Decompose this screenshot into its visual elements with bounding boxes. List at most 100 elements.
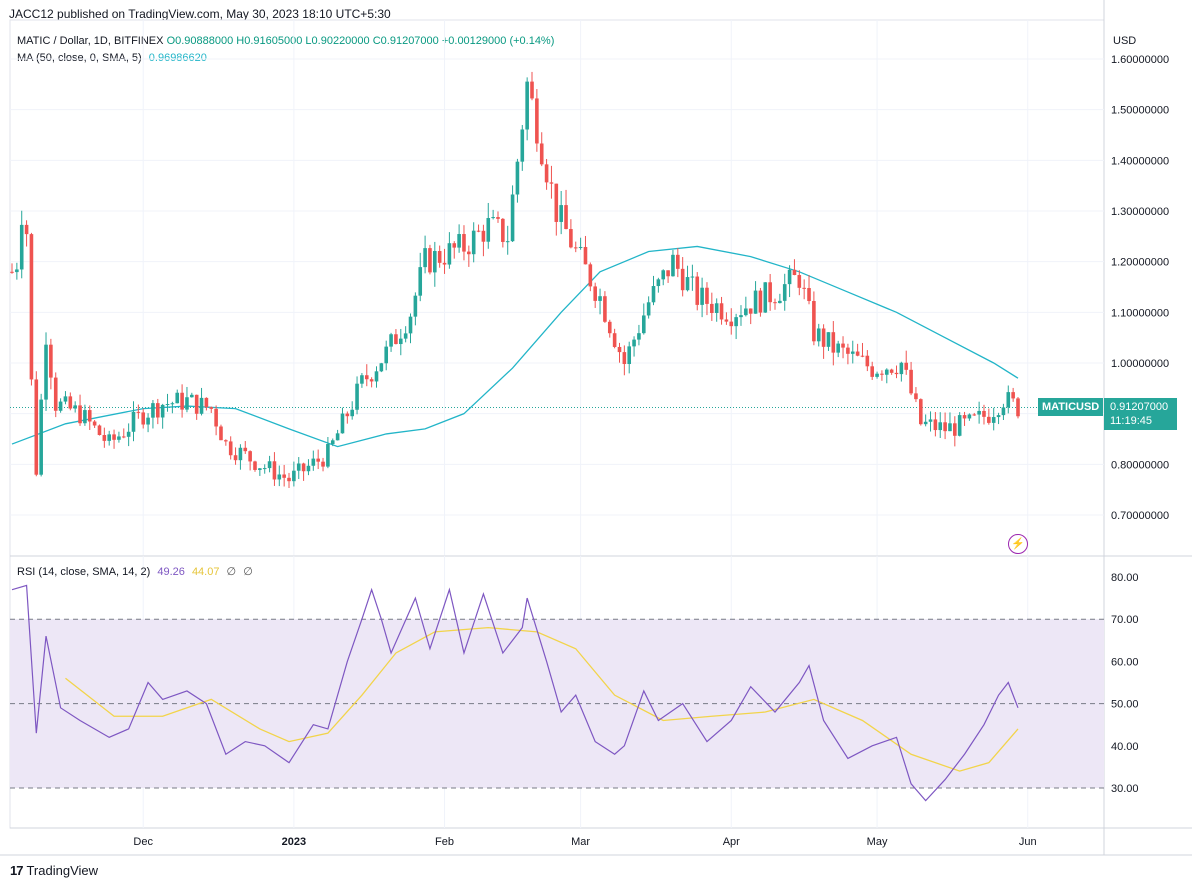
footer-brand[interactable]: 17 TradingView [10, 863, 98, 878]
candle-body [802, 287, 806, 289]
candle-body [1001, 407, 1006, 416]
candle-body [364, 375, 369, 380]
price-axis-label: 1.40000000 [1111, 155, 1169, 167]
candle-body [782, 284, 787, 301]
candle-body [175, 392, 180, 404]
last-price: 0.91207000 [1110, 401, 1169, 413]
brand-name: TradingView [26, 863, 99, 878]
candle-body [34, 379, 39, 475]
candle-body [248, 451, 252, 462]
rsi-ma-line [65, 626, 1019, 772]
candle-body [321, 461, 325, 467]
candle-body [10, 271, 14, 273]
candle-body [326, 444, 330, 467]
candle-body [185, 397, 189, 410]
candle-body [209, 407, 214, 409]
candle-body [457, 234, 461, 248]
candle-body [136, 411, 141, 413]
candle-body [617, 346, 622, 353]
candle-body [953, 423, 957, 436]
rsi-axis-label: 60.00 [1111, 656, 1139, 668]
time-axis-label: 2023 [282, 836, 306, 848]
candle-body [452, 243, 457, 248]
candle-body [78, 405, 82, 424]
candle-body [481, 230, 486, 242]
candle-body [233, 455, 238, 461]
candle-body [360, 375, 364, 384]
candle-body [369, 379, 374, 382]
price-axis-label: 1.00000000 [1111, 358, 1169, 370]
candle-body [962, 415, 967, 419]
rsi-label: RSI (14, close, SMA, 14, 2) [17, 566, 151, 578]
candle-body [462, 234, 466, 252]
candle-body [1006, 392, 1011, 408]
candle-body [486, 218, 491, 242]
candle-body [44, 344, 48, 400]
candle-body [501, 218, 505, 242]
candle-body [170, 403, 175, 405]
change-value: +0.00129000 (+0.14%) [441, 35, 555, 47]
candle-body [316, 458, 320, 462]
candle-body [467, 251, 471, 255]
candle-body [666, 270, 670, 277]
candle-body [987, 416, 991, 423]
candle-body [228, 441, 233, 456]
candle-body [97, 425, 102, 436]
candle-body [243, 447, 248, 452]
candle-body [292, 470, 296, 482]
candle-body [860, 355, 865, 357]
price-axis-label: 1.50000000 [1111, 105, 1169, 117]
tradingview-logo-icon: 17 [10, 863, 24, 878]
candle-body [301, 463, 306, 472]
candle-body [884, 369, 889, 375]
candle-body [714, 303, 719, 313]
candle-body [612, 333, 617, 347]
candle-body [622, 352, 627, 365]
price-axis-label: 0.70000000 [1111, 510, 1169, 522]
candle-body [656, 279, 661, 287]
candle-body [160, 404, 165, 418]
candle-body [219, 426, 223, 441]
candle-body [627, 346, 632, 365]
candle-body [29, 234, 34, 380]
candle-body [87, 410, 92, 422]
candle-body [418, 267, 423, 296]
rsi-line [11, 584, 1019, 802]
candle-body [92, 421, 97, 426]
candle-body [646, 302, 651, 316]
price-axis-label: 0.80000000 [1111, 459, 1169, 471]
candle-body [539, 143, 544, 165]
candle-body [588, 264, 593, 287]
candle-body [224, 440, 228, 442]
candle-body [117, 436, 121, 440]
close-value: C0.91207000 [372, 35, 439, 47]
candle-body [253, 461, 257, 470]
candle-body [773, 302, 777, 304]
candle-body [996, 415, 1001, 418]
candle-body [680, 268, 685, 291]
candle-body [199, 397, 204, 414]
candle-body [267, 461, 272, 469]
candle-body [112, 434, 116, 440]
candle-body [778, 300, 782, 304]
candle-body [204, 397, 209, 408]
candle-body [58, 401, 63, 411]
lightning-icon[interactable]: ⚡ [1008, 534, 1028, 554]
candle-body [816, 328, 821, 342]
candle-body [593, 286, 597, 301]
candle-body [734, 317, 738, 327]
candle-body [957, 415, 962, 436]
price-axis-label: 1.20000000 [1111, 257, 1169, 269]
candle-body [695, 276, 700, 305]
candle-body [894, 372, 899, 375]
rsi-empty-1: ∅ [226, 566, 237, 578]
candle-body [928, 419, 933, 422]
candle-body [180, 392, 184, 410]
candle-body [355, 383, 359, 410]
high-value: H0.91605000 [236, 35, 303, 47]
candle-body [544, 164, 549, 183]
candle-body [880, 373, 884, 375]
candle-body [671, 254, 675, 277]
rsi-axis-label: 70.00 [1111, 614, 1139, 626]
